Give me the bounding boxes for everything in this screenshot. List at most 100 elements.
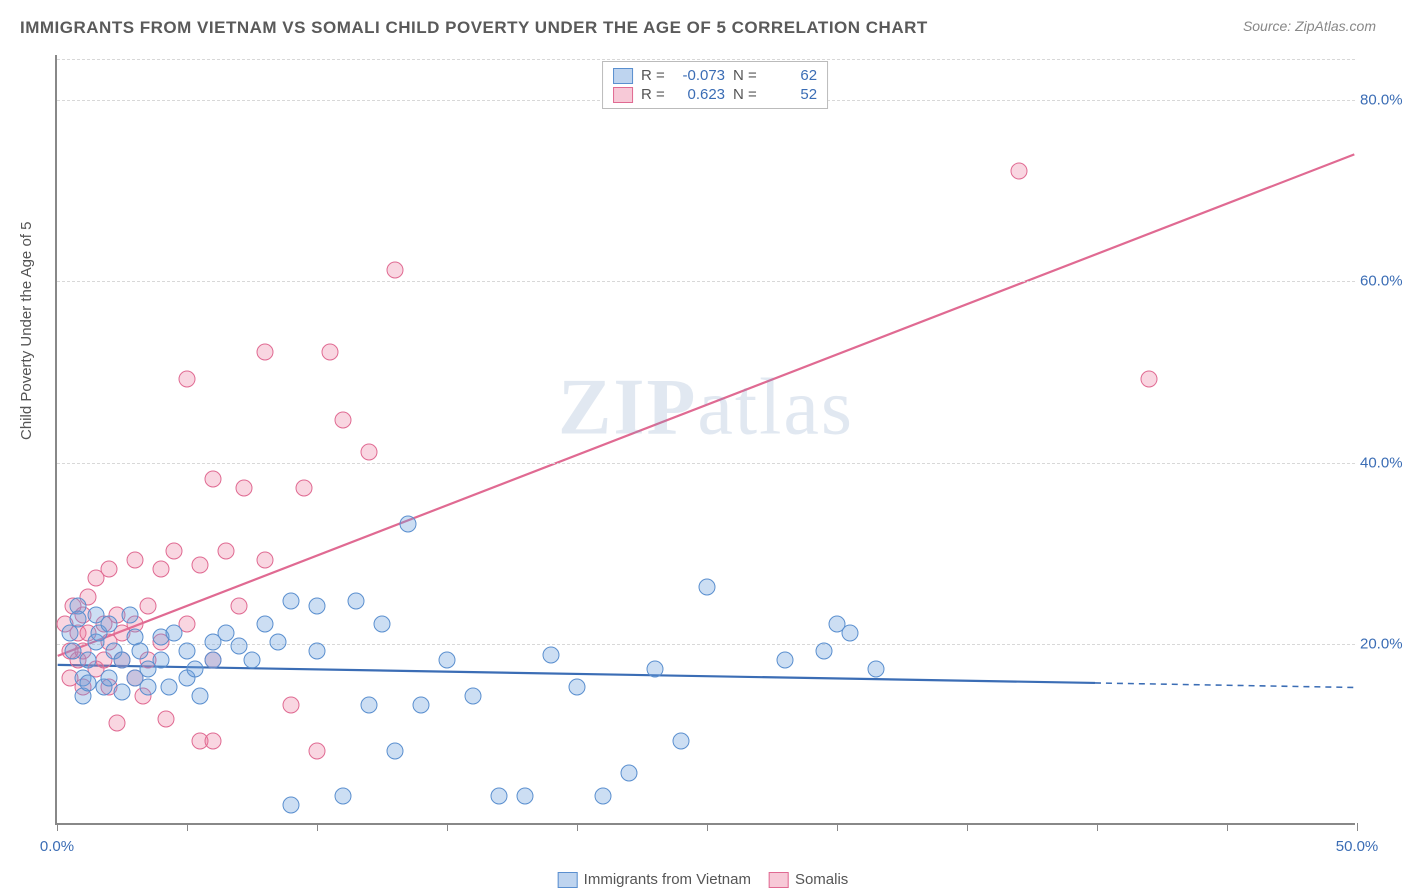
data-point <box>283 796 300 813</box>
data-point <box>192 688 209 705</box>
legend-swatch-blue <box>613 68 633 84</box>
data-point <box>64 642 81 659</box>
gridline <box>57 281 1355 282</box>
data-point <box>244 651 261 668</box>
y-tick-label: 20.0% <box>1360 635 1406 652</box>
data-point <box>114 651 131 668</box>
data-point <box>595 787 612 804</box>
watermark-zip: ZIP <box>558 364 697 452</box>
data-point <box>127 552 144 569</box>
watermark-atlas: atlas <box>697 364 854 452</box>
legend-label-pink: Somalis <box>795 871 848 888</box>
x-tick-label: 0.0% <box>40 838 74 855</box>
data-point <box>309 597 326 614</box>
correlation-chart: IMMIGRANTS FROM VIETNAM VS SOMALI CHILD … <box>0 0 1406 892</box>
legend-row-blue: R = -0.073 N = 62 <box>613 66 817 85</box>
data-point <box>400 516 417 533</box>
data-point <box>374 615 391 632</box>
data-point <box>101 561 118 578</box>
gridline <box>57 644 1355 645</box>
data-point <box>777 651 794 668</box>
data-point <box>296 479 313 496</box>
data-point <box>205 651 222 668</box>
plot-area: ZIPatlas R = -0.073 N = 62 R = 0.623 N =… <box>55 55 1355 825</box>
data-point <box>621 765 638 782</box>
data-point <box>816 642 833 659</box>
data-point <box>270 633 287 650</box>
data-point <box>348 593 365 610</box>
legend-label-blue: Immigrants from Vietnam <box>584 871 751 888</box>
x-tick <box>837 823 838 831</box>
data-point <box>673 733 690 750</box>
data-point <box>205 733 222 750</box>
n-value-blue: 62 <box>765 67 817 84</box>
data-point <box>868 661 885 678</box>
data-point <box>569 679 586 696</box>
data-point <box>517 787 534 804</box>
data-point <box>491 787 508 804</box>
data-point <box>132 642 149 659</box>
source-value: ZipAtlas.com <box>1295 18 1376 34</box>
y-axis-label: Child Poverty Under the Age of 5 <box>18 222 35 440</box>
r-label: R = <box>641 67 665 84</box>
data-point <box>283 593 300 610</box>
watermark: ZIPatlas <box>558 363 854 454</box>
data-point <box>153 561 170 578</box>
r-value-pink: 0.623 <box>673 86 725 103</box>
data-point <box>166 624 183 641</box>
data-point <box>699 579 716 596</box>
data-point <box>842 624 859 641</box>
n-label: N = <box>733 67 757 84</box>
data-point <box>231 638 248 655</box>
data-point <box>335 787 352 804</box>
legend-swatch-pink-icon <box>769 872 789 888</box>
gridline <box>57 59 1355 60</box>
data-point <box>80 674 97 691</box>
legend-item-blue: Immigrants from Vietnam <box>558 871 751 888</box>
data-point <box>439 651 456 668</box>
data-point <box>413 697 430 714</box>
data-point <box>236 479 253 496</box>
data-point <box>1141 371 1158 388</box>
x-tick <box>577 823 578 831</box>
data-point <box>108 715 125 732</box>
data-point <box>80 651 97 668</box>
data-point <box>309 742 326 759</box>
data-point <box>257 343 274 360</box>
data-point <box>121 606 138 623</box>
x-tick-label: 50.0% <box>1336 838 1379 855</box>
legend-swatch-pink <box>613 87 633 103</box>
data-point <box>166 543 183 560</box>
n-label: N = <box>733 86 757 103</box>
x-tick <box>447 823 448 831</box>
r-value-blue: -0.073 <box>673 67 725 84</box>
x-tick <box>187 823 188 831</box>
legend-swatch-blue-icon <box>558 872 578 888</box>
data-point <box>257 552 274 569</box>
r-label: R = <box>641 86 665 103</box>
legend-stats: R = -0.073 N = 62 R = 0.623 N = 52 <box>602 61 828 109</box>
data-point <box>160 679 177 696</box>
x-tick <box>707 823 708 831</box>
n-value-pink: 52 <box>765 86 817 103</box>
x-tick <box>1357 823 1358 831</box>
source-label: Source: <box>1243 18 1295 34</box>
data-point <box>153 651 170 668</box>
legend-row-pink: R = 0.623 N = 52 <box>613 85 817 104</box>
data-point <box>114 683 131 700</box>
x-tick <box>317 823 318 831</box>
data-point <box>335 411 352 428</box>
y-tick-label: 80.0% <box>1360 92 1406 109</box>
data-point <box>387 262 404 279</box>
x-tick <box>967 823 968 831</box>
data-point <box>179 371 196 388</box>
data-point <box>140 597 157 614</box>
data-point <box>205 470 222 487</box>
data-point <box>647 661 664 678</box>
legend-series: Immigrants from Vietnam Somalis <box>558 871 849 888</box>
data-point <box>1011 162 1028 179</box>
x-tick <box>1097 823 1098 831</box>
data-point <box>283 697 300 714</box>
data-point <box>69 611 86 628</box>
trendlines-svg <box>57 55 1355 823</box>
